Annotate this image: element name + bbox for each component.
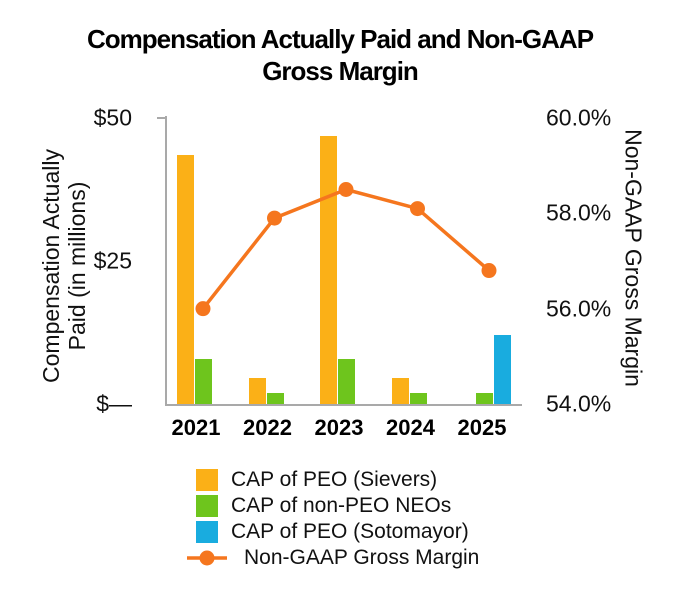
- bar-cap-of-non-peo-neos-2025: [476, 393, 493, 404]
- right-axis-tick-1: 58.0%: [546, 199, 612, 226]
- left-axis-tick-1: $25: [93, 247, 132, 274]
- x-label-2025: 2025: [457, 415, 507, 440]
- legend-swatch-cap-of-peo-sotomayor: [196, 520, 218, 543]
- x-label-2023: 2023: [314, 415, 364, 440]
- bar-cap-of-non-peo-neos-2021: [195, 359, 212, 404]
- left-axis-tick-2: $—: [96, 390, 132, 417]
- legend-label-cap-of-non-peo-neos: CAP of non-PEO NEOs: [231, 493, 452, 517]
- bar-cap-of-peo-sievers-2022: [248, 378, 266, 404]
- legend-item-cap-of-peo-sievers: CAP of PEO (Sievers): [196, 468, 479, 491]
- y-axis-top-tick: [157, 117, 165, 119]
- bar-cap-of-non-peo-neos-2024: [409, 393, 427, 404]
- margin-point-2024: [410, 201, 425, 217]
- y-axis-line: [165, 116, 167, 406]
- bar-cap-of-peo-sievers-2024: [391, 378, 409, 404]
- right-axis-title: Non-GAAP Gross Margin: [620, 129, 647, 387]
- right-axis-tick-3: 54.0%: [546, 390, 612, 417]
- x-label-2022: 2022: [243, 415, 292, 440]
- chart-title-line1: Compensation Actually Paid and Non-GAAP: [86, 24, 594, 54]
- legend-item-non-gaap-gross-margin: Non-GAAP Gross Margin: [187, 545, 480, 569]
- plot-area: 2021 2022 2023 2024 2025: [157, 116, 522, 440]
- legend-item-cap-of-peo-sotomayor: CAP of PEO (Sotomayor): [196, 520, 479, 543]
- legend-swatch-cap-of-peo-sievers: [196, 468, 218, 491]
- margin-line: [201, 187, 491, 310]
- left-axis-tick-0: $50: [93, 104, 132, 131]
- chart-title: Compensation Actually Paid and Non-GAAP …: [0, 24, 680, 87]
- bar-cap-of-peo-sotomayor-2025: [494, 335, 511, 404]
- margin-point-2023: [338, 182, 354, 197]
- margin-point-2021: [195, 301, 211, 317]
- margin-line-layer: [195, 182, 497, 317]
- legend-swatch-cap-of-non-peo-neos: [196, 494, 218, 517]
- x-label-2021: 2021: [171, 415, 221, 440]
- x-label-2024: 2024: [386, 415, 435, 440]
- right-axis-tick-2: 56.0%: [546, 295, 612, 322]
- bar-cap-of-peo-sievers-2021: [177, 155, 194, 404]
- legend-label-non-gaap-gross-margin: Non-GAAP Gross Margin: [244, 545, 480, 569]
- bar-cap-of-peo-sievers-2023: [320, 136, 337, 404]
- margin-point-2022: [267, 210, 282, 226]
- bar-cap-of-non-peo-neos-2023: [338, 359, 355, 404]
- margin-point-2025: [481, 263, 497, 279]
- legend-label-cap-of-peo-sotomayor: CAP of PEO (Sotomayor): [231, 519, 469, 543]
- bar-cap-of-non-peo-neos-2022: [266, 393, 284, 404]
- right-axis-tick-0: 60.0%: [546, 104, 612, 131]
- legend-item-cap-of-non-peo-neos: CAP of non-PEO NEOs: [196, 494, 479, 517]
- legend-label-cap-of-peo-sievers: CAP of PEO (Sievers): [231, 467, 438, 491]
- legend: CAP of PEO (Sievers) CAP of non-PEO NEOs C…: [187, 468, 480, 569]
- legend-line-swatch: [187, 550, 227, 565]
- x-axis-line: [165, 404, 522, 406]
- chart-title-line2: Gross Margin: [262, 55, 419, 86]
